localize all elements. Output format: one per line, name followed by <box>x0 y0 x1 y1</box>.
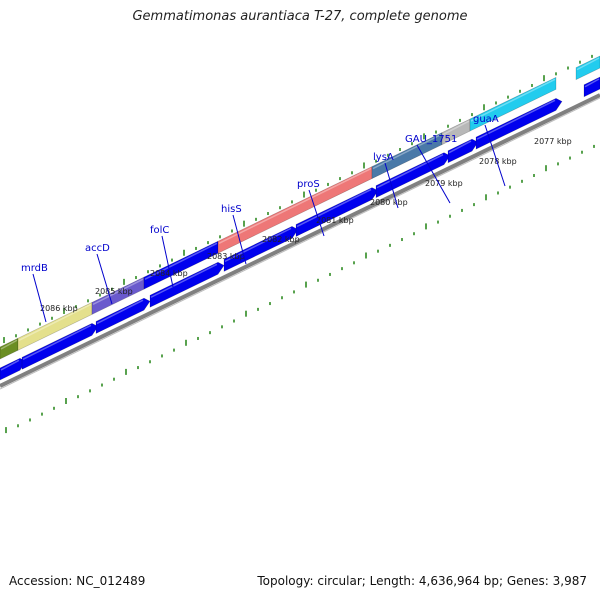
gene-block-highlight <box>470 78 556 122</box>
map-title: Gemmatimonas aurantiaca T-27, complete g… <box>132 9 468 24</box>
backbone-line <box>0 93 600 388</box>
cds-arrow-highlight <box>584 78 600 88</box>
gene-leader-line <box>96 253 113 305</box>
scale-label: 2080 kbp <box>370 198 408 207</box>
gene-block-highlight <box>144 242 218 280</box>
gene-track <box>0 55 600 360</box>
cds-arrow <box>21 323 99 370</box>
cds-arrow-highlight <box>448 140 472 154</box>
cds-arrow-highlight <box>22 324 92 361</box>
gene-block <box>469 76 557 132</box>
scale-label: 2085 kbp <box>95 287 133 296</box>
gene-leader-line <box>232 214 247 265</box>
scale-label: 2086 kbp <box>40 304 78 313</box>
cds-arrow <box>295 187 379 237</box>
cds-arrow-highlight <box>224 227 292 263</box>
cds-arrow <box>583 76 600 98</box>
gene-label-hiss: hisS <box>221 204 242 215</box>
gene-leader-line <box>484 124 506 187</box>
scale-labels: 2086 kbp 2085 kbp 2084 kbp 2083 kbp 2082 kbp… <box>40 137 572 313</box>
inner-tick-row <box>5 144 595 434</box>
cds-arrow-highlight <box>96 299 144 325</box>
gene-block-highlight <box>0 339 18 350</box>
gene-block <box>575 55 600 81</box>
scale-label: 2077 kbp <box>534 137 572 146</box>
cds-arrow-highlight <box>476 99 556 140</box>
gene-block-highlight <box>18 303 92 341</box>
backbone-shadow <box>0 97 600 390</box>
gene-label-folc: folC <box>150 225 169 236</box>
accession-label: Accession: NC_012489 <box>9 574 146 588</box>
genome-summary: Topology: circular; Length: 4,636,964 bp… <box>257 574 587 588</box>
gene-leader-line <box>308 189 325 237</box>
gene-block-highlight <box>442 120 470 136</box>
scale-label: 2084 kbp <box>150 269 188 278</box>
scale-label: 2083 kbp <box>207 252 245 261</box>
gene-labels: mrdB accD folC hisS proS lysA GAU_1751 guaA <box>21 114 506 323</box>
gene-label-lysa: lysA <box>373 152 394 163</box>
cds-arrow-highlight <box>150 263 218 298</box>
gene-leader-line <box>384 162 399 209</box>
cds-arrow <box>149 261 225 308</box>
outer-tick-row <box>3 54 593 344</box>
gene-label-gau_1751: GAU_1751 <box>405 134 457 145</box>
cds-arrow-highlight <box>296 188 372 228</box>
gene-leader-line <box>416 144 451 204</box>
gene-label-accd: accD <box>85 243 110 254</box>
gene-block-highlight <box>576 57 600 71</box>
cds-arrow <box>447 138 479 164</box>
cds-arrow <box>95 297 151 334</box>
backbone-track <box>0 93 600 390</box>
cds-track <box>0 76 600 381</box>
cds-arrow-highlight <box>0 359 20 371</box>
gene-leader-line <box>161 235 174 288</box>
cds-arrow <box>475 98 563 150</box>
gene-label-guaa: guaA <box>473 114 499 125</box>
cds-arrow <box>223 226 299 272</box>
scale-label: 2079 kbp <box>425 179 463 188</box>
gene-label-pros: proS <box>297 179 320 190</box>
gene-block-highlight <box>372 133 442 170</box>
gene-block-highlight <box>92 278 144 306</box>
scale-label: 2081 kbp <box>316 216 354 225</box>
scale-label: 2082 kbp <box>262 235 300 244</box>
gene-block-highlight <box>218 167 372 244</box>
gene-label-mrdb: mrdB <box>21 263 48 274</box>
gene-leader-line <box>32 273 47 323</box>
cds-arrow <box>375 152 451 199</box>
cds-arrow-highlight <box>376 153 444 189</box>
scale-label: 2078 kbp <box>479 157 517 166</box>
